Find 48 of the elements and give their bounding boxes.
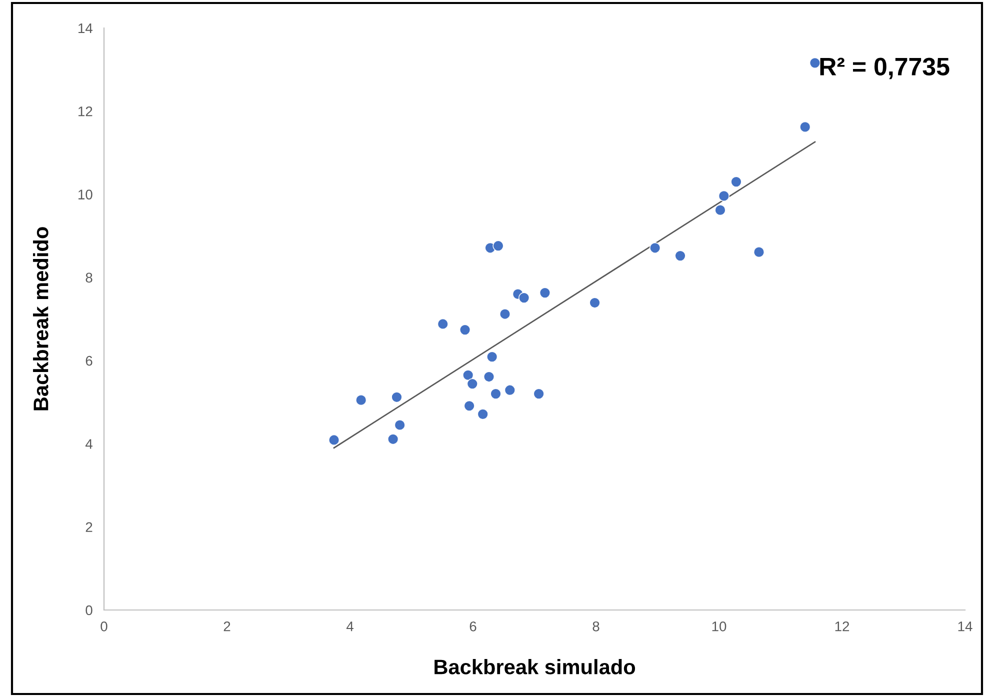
x-tick-label: 8 (592, 621, 600, 632)
point (539, 287, 550, 298)
point (466, 378, 478, 390)
point (533, 388, 544, 400)
point (462, 370, 474, 381)
point (650, 242, 661, 254)
point (388, 434, 399, 445)
y-tick-label: 14 (78, 23, 92, 34)
point (437, 318, 448, 330)
point (486, 351, 498, 362)
point (809, 57, 820, 68)
point (518, 292, 530, 304)
y-tick-label: 6 (86, 356, 92, 366)
y-tick-label: 0 (86, 605, 92, 616)
y-tick-label: 12 (78, 106, 92, 116)
y-axis-title: Backbreak medido (33, 227, 48, 410)
x-tick-label: 12 (835, 621, 850, 632)
point (391, 392, 402, 403)
x-tick-label: 2 (224, 621, 230, 632)
point (800, 121, 811, 132)
y-tick-label: 2 (86, 522, 92, 532)
point (477, 408, 488, 420)
point (504, 384, 516, 396)
point (394, 420, 406, 431)
point (674, 250, 686, 262)
x-axis-title: Backbreak simulado (434, 659, 636, 674)
x-tick-label: 10 (712, 621, 726, 632)
point (718, 190, 730, 202)
point (483, 371, 494, 382)
point (753, 246, 764, 258)
y-tick-label: 8 (86, 272, 92, 283)
point (356, 394, 367, 406)
point (328, 434, 340, 446)
x-tick-label: 14 (958, 622, 972, 632)
annotation: R² = 0,7735 (820, 58, 950, 80)
y-tick-label: 10 (78, 190, 92, 200)
point (499, 308, 510, 320)
x-tick-label: 4 (346, 622, 354, 632)
point (589, 297, 600, 308)
point (460, 324, 471, 336)
point (730, 176, 742, 188)
y-tick-label: 4 (85, 439, 92, 449)
x-tick-label: 6 (470, 621, 476, 632)
point (464, 400, 475, 412)
x-tick-label: 0 (100, 621, 108, 632)
point (490, 388, 502, 400)
point (714, 204, 726, 216)
point (492, 240, 504, 252)
